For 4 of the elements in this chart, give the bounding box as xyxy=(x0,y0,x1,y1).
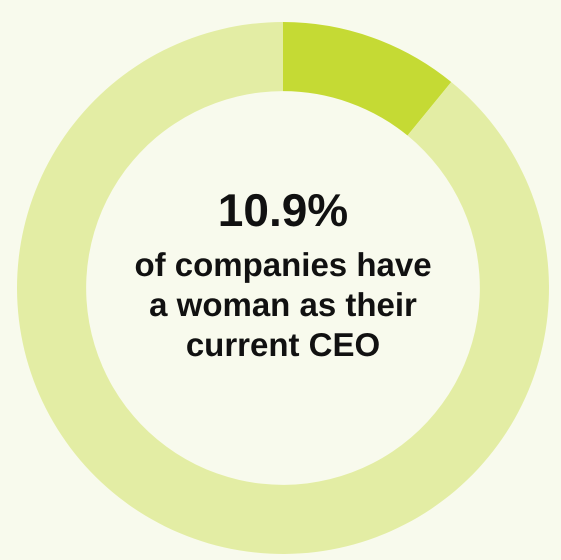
text: of companies have a woman as their current CEO xyxy=(134,246,432,363)
data-label: 10.9% xyxy=(218,184,348,236)
donut-slice xyxy=(283,22,452,136)
donut-slice xyxy=(17,22,549,554)
